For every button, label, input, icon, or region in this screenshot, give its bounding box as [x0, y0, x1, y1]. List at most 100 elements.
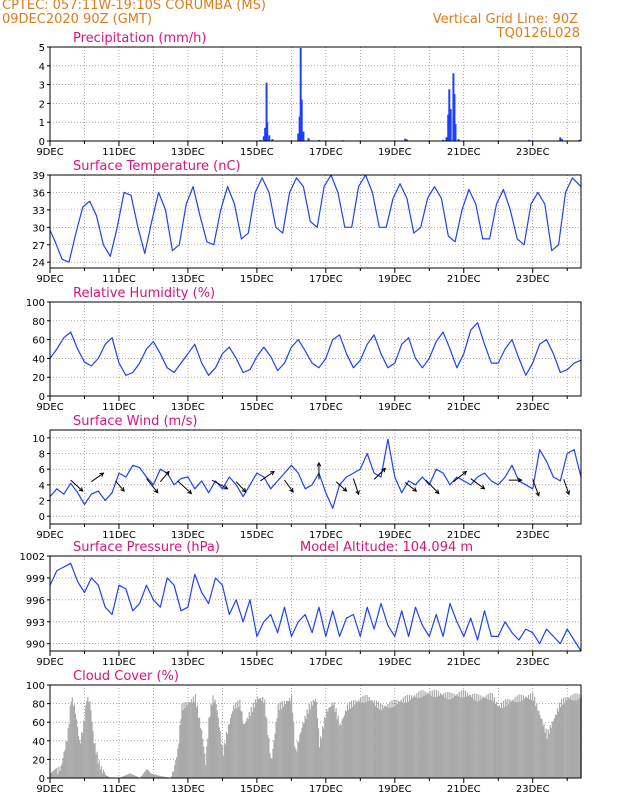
- cloud-cover-bar: [213, 702, 215, 778]
- header-model-code: TQ0126L028: [496, 26, 580, 41]
- cloud-cover-bar: [301, 727, 303, 778]
- cloud-cover-bar: [136, 776, 139, 778]
- cloud-cover-bar: [364, 695, 366, 778]
- cloud-cover-bar: [124, 775, 126, 778]
- panel-title: Relative Humidity (%): [73, 286, 215, 301]
- cloud-cover-bar: [543, 723, 545, 778]
- cloud-cover-bar: [515, 702, 517, 778]
- cloud-cover-bar: [280, 708, 282, 778]
- cloud-cover-bar: [180, 719, 182, 778]
- cloud-cover-bar: [133, 775, 135, 778]
- cloud-cover-bar: [527, 694, 530, 778]
- cloud-cover-bar: [552, 721, 554, 778]
- wind-arrow-head: [480, 484, 486, 490]
- y-tick-label: 33: [32, 206, 45, 217]
- y-tick-label: 0: [39, 512, 45, 523]
- wind-arrow-head: [153, 488, 159, 494]
- x-tick-label: 9DEC: [36, 657, 63, 668]
- cloud-cover-bar: [479, 700, 481, 778]
- precipitation-bar: [307, 138, 310, 141]
- cloud-cover-bar: [396, 704, 398, 778]
- cloud-cover-bar: [345, 711, 348, 778]
- cloud-cover-bar: [128, 773, 130, 778]
- cloud-cover-bar: [146, 769, 148, 778]
- x-tick-label: 17DEC: [309, 784, 343, 795]
- y-tick-label: 2: [39, 99, 45, 110]
- cloud-cover-bar: [355, 700, 357, 778]
- cloud-cover-bar: [573, 700, 575, 778]
- cloud-cover-bar: [554, 714, 556, 778]
- cloud-cover-bar: [206, 746, 208, 778]
- cloud-cover-bar: [445, 692, 447, 778]
- panel-title: Surface Wind (m/s): [73, 414, 197, 429]
- x-tick-label: 11DEC: [102, 530, 136, 541]
- x-tick-label: 17DEC: [309, 274, 343, 285]
- y-tick-label: 30: [32, 223, 45, 234]
- cloud-cover-bar: [121, 776, 123, 778]
- precipitation-bar: [452, 73, 455, 141]
- cloud-cover-bar: [321, 738, 323, 778]
- cloud-cover-bar: [105, 775, 108, 778]
- cloud-cover-bar: [326, 709, 328, 778]
- cloud-cover-bar: [349, 708, 352, 778]
- cloud-cover-bar: [461, 697, 463, 778]
- cloud-cover-bar: [333, 701, 335, 778]
- cloud-cover-bar: [501, 702, 503, 778]
- y-tick-label: 0: [39, 774, 45, 785]
- cloud-cover-bar: [212, 695, 214, 778]
- cloud-cover-bar: [484, 697, 486, 778]
- cloud-cover-bar: [521, 700, 523, 778]
- cloud-cover-bar: [70, 701, 72, 778]
- cloud-cover-bar: [563, 697, 565, 778]
- cloud-cover-bar: [407, 701, 410, 778]
- cloud-cover-bar: [506, 705, 508, 778]
- cloud-cover-bar: [250, 706, 252, 778]
- cloud-cover-bar: [193, 702, 195, 778]
- cloud-cover-bar: [443, 693, 445, 778]
- cloud-cover-bar: [274, 733, 276, 778]
- cloud-cover-bar: [172, 771, 174, 778]
- cloud-cover-bar: [106, 776, 109, 778]
- cloud-cover-bar: [564, 702, 566, 778]
- cloud-cover-bar: [246, 717, 248, 778]
- wind-arrow: [177, 480, 192, 494]
- panel-frame: [49, 46, 582, 142]
- cloud-cover-bar: [565, 697, 567, 778]
- precipitation-bar: [268, 135, 271, 141]
- cloud-cover-bar: [373, 700, 375, 778]
- y-tick-label: 80: [32, 700, 45, 711]
- cloud-cover-bar: [240, 710, 242, 778]
- cloud-cover-bar: [566, 699, 568, 778]
- wind-arrow-head: [223, 485, 229, 490]
- cloud-cover-bar: [307, 713, 309, 778]
- cloud-cover-bar: [248, 711, 250, 778]
- cloud-cover-bar: [174, 764, 176, 778]
- cloud-cover-bar: [327, 711, 329, 778]
- cloud-cover-bar: [129, 773, 131, 778]
- cloud-cover-bar: [572, 694, 574, 778]
- x-tick-label: 17DEC: [309, 657, 343, 668]
- cloud-cover-bar: [540, 718, 542, 778]
- cloud-cover-bar: [398, 701, 400, 778]
- cloud-cover-bar: [469, 694, 472, 778]
- cloud-cover-bar: [534, 696, 536, 778]
- cloud-cover-bar: [154, 774, 156, 778]
- x-tick-label: 11DEC: [102, 657, 136, 668]
- x-tick-label: 17DEC: [309, 530, 343, 541]
- cloud-cover-bar: [220, 743, 222, 778]
- cloud-cover-bar: [94, 743, 96, 778]
- cloud-cover-bar: [152, 774, 154, 778]
- cloud-cover-bar: [365, 702, 367, 778]
- cloud-cover-bar: [125, 775, 127, 778]
- cloud-cover-bar: [319, 736, 322, 778]
- cloud-cover-bar: [269, 753, 271, 778]
- cloud-cover-bar: [395, 699, 397, 778]
- cloud-cover-bar: [517, 702, 519, 778]
- cloud-cover-bar: [378, 709, 381, 778]
- cloud-cover-bar: [55, 768, 57, 778]
- cloud-cover-bar: [576, 693, 578, 778]
- cloud-cover-bar: [562, 705, 564, 778]
- cloud-cover-bar: [548, 733, 550, 778]
- cloud-cover-bar: [384, 705, 386, 778]
- cloud-cover-bar: [211, 705, 213, 778]
